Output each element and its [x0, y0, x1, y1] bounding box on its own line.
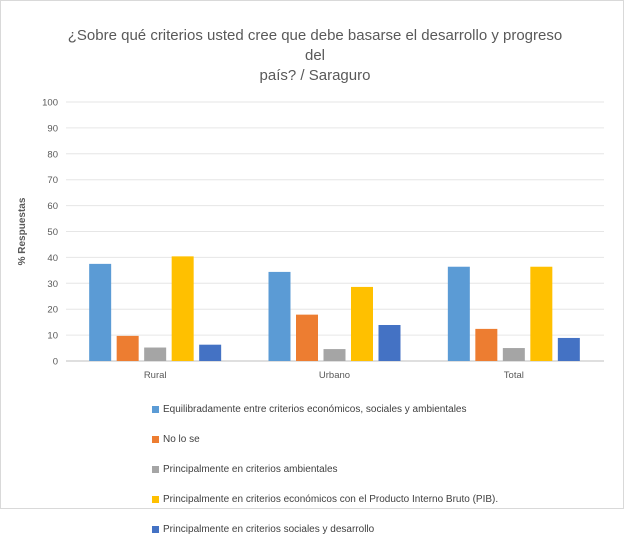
bar — [323, 349, 346, 361]
legend-swatch — [152, 495, 159, 503]
bar — [502, 348, 525, 361]
y-tick-label: 100 — [42, 98, 58, 109]
chart-title: ¿Sobre qué criterios usted cree que debe… — [60, 26, 570, 86]
legend-item: Principalmente en criterios sociales y d… — [152, 522, 498, 536]
bar — [144, 347, 167, 361]
bar — [351, 286, 373, 361]
legend-label: Equilibradamente entre criterios económi… — [163, 403, 467, 415]
y-tick-label: 30 — [47, 279, 58, 290]
bar — [296, 314, 318, 361]
y-tick-label: 60 — [47, 201, 58, 212]
legend-item: Principalmente en criterios económicos c… — [152, 492, 498, 506]
legend-label: Principalmente en criterios ambientales — [163, 463, 338, 475]
bar — [199, 344, 222, 361]
y-tick-label: 80 — [47, 149, 58, 160]
bar — [475, 328, 498, 361]
chart-legend: Equilibradamente entre criterios económi… — [152, 402, 498, 552]
x-tick-label: Rural — [144, 370, 167, 381]
legend-label: Principalmente en criterios sociales y d… — [163, 523, 375, 535]
y-tick-label: 70 — [47, 175, 58, 186]
y-tick-label: 20 — [47, 305, 58, 316]
legend-label: No lo se — [163, 433, 200, 445]
bar — [116, 335, 139, 361]
legend-swatch — [152, 465, 159, 473]
y-tick-label: 40 — [47, 253, 58, 264]
bar — [378, 324, 401, 361]
bar — [171, 256, 194, 361]
chart-title-line-2: país? / Saraguro — [259, 67, 371, 84]
legend-swatch — [152, 405, 159, 413]
chart-title-line-1: ¿Sobre qué criterios usted cree que debe… — [67, 27, 563, 64]
legend-swatch — [152, 525, 159, 533]
x-tick-label: Urbano — [319, 370, 350, 381]
bar — [557, 337, 580, 361]
bar — [447, 266, 470, 361]
x-tick-label: Total — [504, 370, 524, 381]
legend-item: No lo se — [152, 432, 498, 446]
y-tick-label: 0 — [53, 357, 58, 368]
bar — [89, 263, 112, 361]
legend-swatch — [152, 435, 159, 443]
legend-item: Equilibradamente entre criterios económi… — [152, 402, 498, 416]
legend-item: Principalmente en criterios ambientales — [152, 462, 498, 476]
bar — [268, 271, 291, 361]
y-tick-label: 10 — [47, 331, 58, 342]
legend-label: Principalmente en criterios económicos c… — [163, 493, 499, 505]
bar-chart: 0 10 20 30 40 50 60 70 80 90 100 % Respuestas Rural U… — [17, 98, 604, 381]
y-tick-label: 50 — [47, 227, 58, 238]
y-tick-label: 90 — [47, 123, 58, 134]
chart-frame — [0, 0, 624, 509]
bar — [530, 266, 553, 361]
y-axis-title: % Respuestas — [17, 197, 28, 265]
